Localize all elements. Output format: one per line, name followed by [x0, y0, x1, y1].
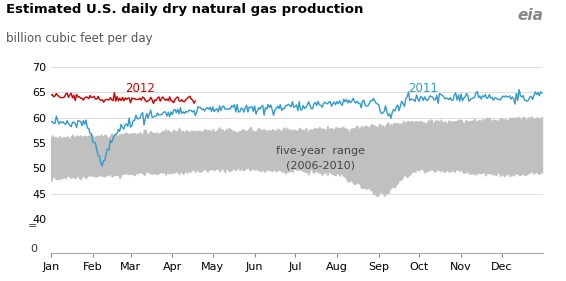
Text: five-year  range
(2006-2010): five-year range (2006-2010) [276, 146, 365, 170]
Text: 2012: 2012 [125, 82, 155, 95]
Text: 0: 0 [30, 244, 37, 254]
Text: Estimated U.S. daily dry natural gas production: Estimated U.S. daily dry natural gas pro… [6, 3, 363, 16]
Text: eia: eia [517, 8, 543, 23]
Text: billion cubic feet per day: billion cubic feet per day [6, 32, 152, 45]
Text: 2011: 2011 [409, 82, 438, 95]
Text: =: = [27, 221, 37, 231]
